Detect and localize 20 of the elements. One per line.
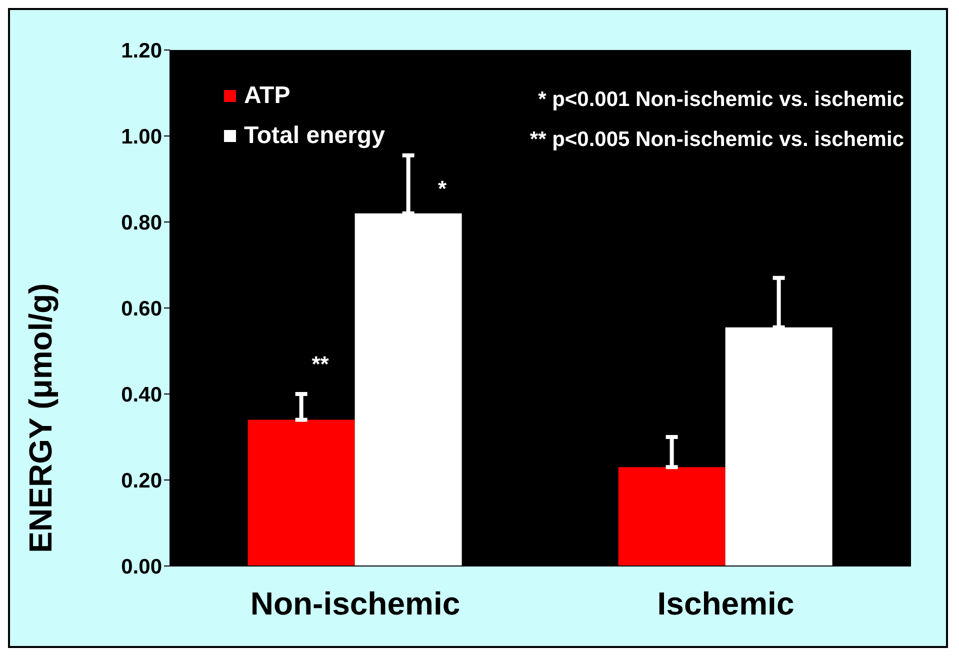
y-tick-label: 1.20 [121, 39, 162, 62]
y-tick-label: 0.60 [121, 297, 162, 320]
legend-label: ATP [244, 81, 290, 111]
legend-label: Total energy [244, 121, 385, 151]
x-tick-label: Ischemic [657, 586, 794, 622]
y-axis-title: ENERGY (μmol/g) [22, 283, 58, 553]
annotation: * p<0.001 Non-ischemic vs. ischemic [537, 87, 904, 113]
bar [618, 467, 726, 566]
annotation: ** [312, 352, 330, 377]
bar [354, 213, 462, 566]
y-tick-label: 0.00 [121, 555, 162, 578]
bar [725, 327, 832, 566]
y-tick-label: 0.40 [121, 383, 162, 406]
annotation: ** p<0.005 Non-ischemic vs. ischemic [530, 127, 904, 153]
bar [248, 420, 355, 566]
y-tick-label: 1.00 [121, 125, 162, 148]
y-tick-label: 0.80 [121, 211, 162, 234]
annotation: * [438, 176, 447, 202]
y-tick-label: 0.20 [121, 469, 162, 492]
x-tick-label: Non-ischemic [250, 586, 460, 622]
